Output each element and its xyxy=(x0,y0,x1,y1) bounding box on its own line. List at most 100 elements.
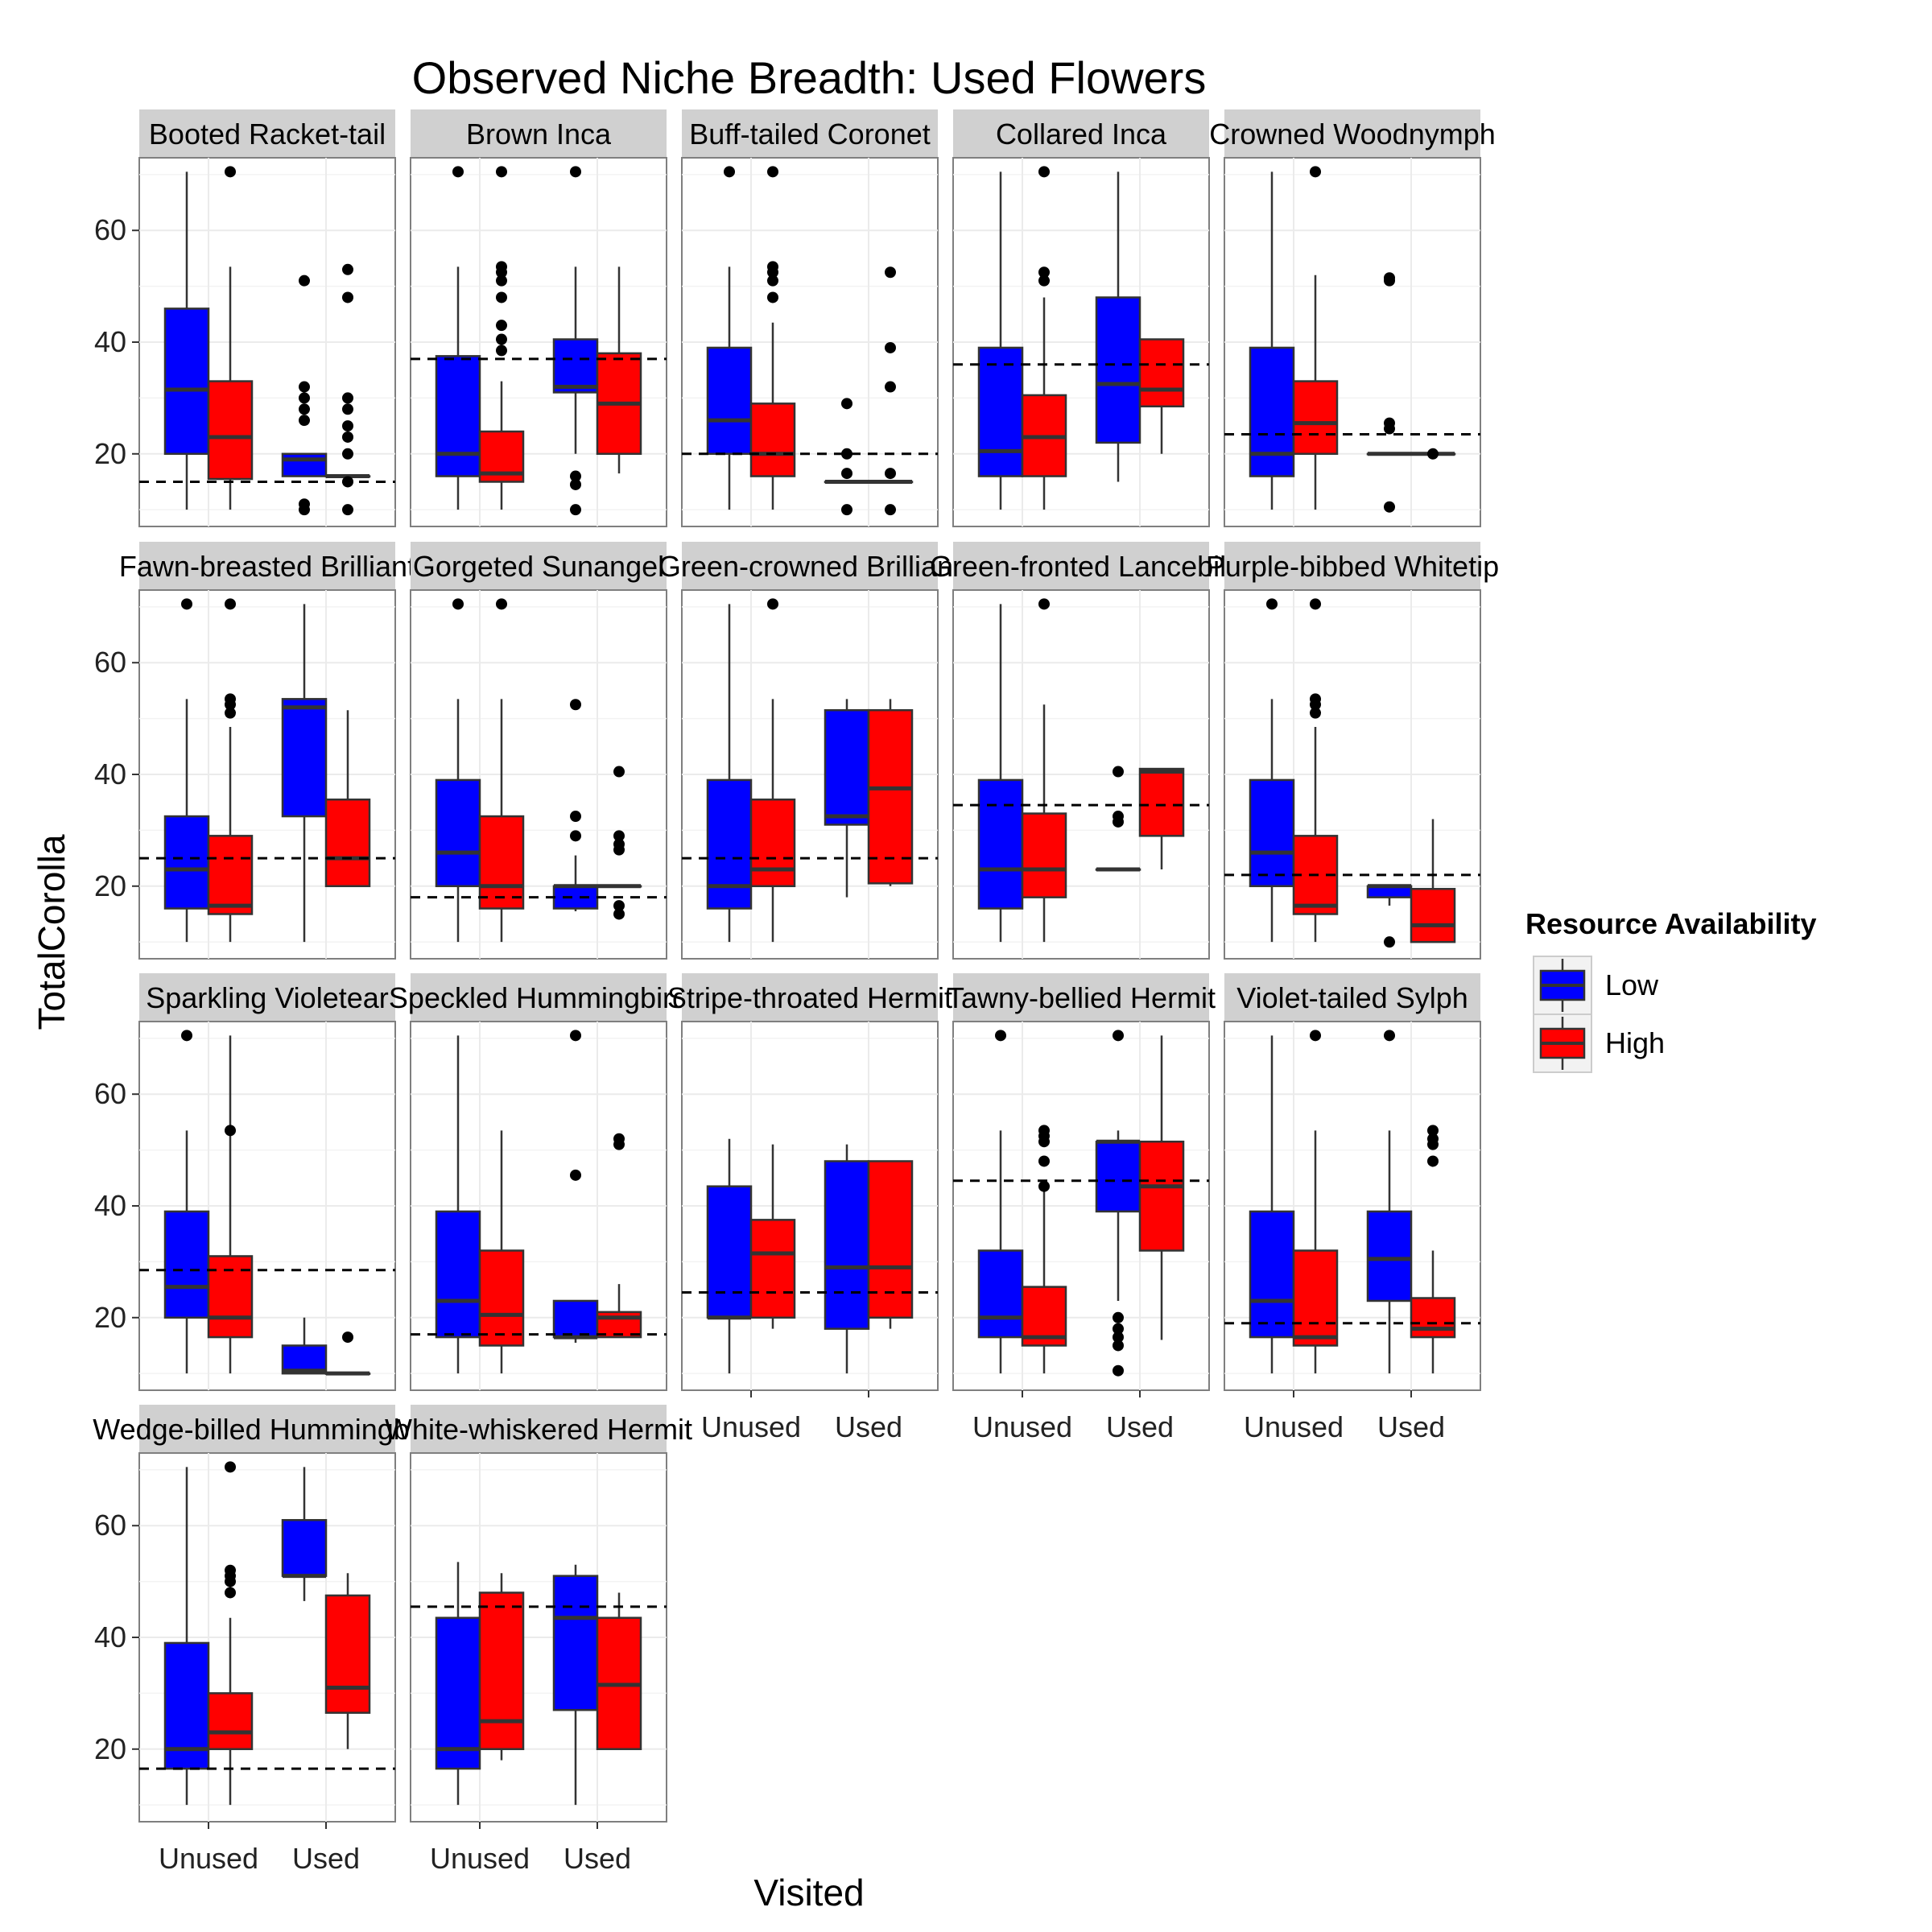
facet-panel: Brown Inca xyxy=(410,109,667,527)
boxplot-high-unused xyxy=(478,598,525,943)
outlier-point xyxy=(570,504,581,516)
outlier-point xyxy=(1384,275,1395,287)
strip-label: Crowned Woodnymph xyxy=(1209,118,1496,151)
box-iqr xyxy=(1292,1249,1339,1347)
boxplot-low-used xyxy=(552,1030,599,1344)
x-tick-label: Unused xyxy=(430,1842,530,1875)
boxplot-high-used xyxy=(1138,767,1185,869)
outlier-point xyxy=(1038,1155,1050,1167)
outlier-point xyxy=(724,166,735,178)
boxplot-low-unused xyxy=(163,1467,210,1806)
box-iqr xyxy=(1366,1210,1413,1302)
boxplot-high-unused xyxy=(478,1130,525,1374)
facet-panel: Green-crowned Brilliant xyxy=(658,542,961,960)
chart-title: Observed Niche Breadth: Used Flowers xyxy=(412,52,1207,103)
boxplot-low-used xyxy=(824,699,870,898)
box-iqr xyxy=(1292,380,1339,456)
boxplot-high-used xyxy=(324,1573,371,1749)
strip-background xyxy=(411,109,667,158)
outlier-point xyxy=(570,830,581,842)
outlier-point xyxy=(452,598,464,610)
outlier-point xyxy=(299,381,310,393)
box-iqr xyxy=(281,452,328,477)
strip-label: Gorgeted Sunangel xyxy=(413,550,664,583)
outlier-point xyxy=(342,291,353,303)
box-iqr xyxy=(207,1692,254,1751)
box-iqr xyxy=(1249,346,1295,477)
box-iqr xyxy=(867,708,914,885)
outlier-point xyxy=(1310,699,1321,711)
boxplot-low-used xyxy=(552,699,599,912)
box-iqr xyxy=(552,1575,599,1711)
outlier-point xyxy=(452,166,464,178)
boxplot-low-unused xyxy=(977,1030,1024,1374)
box-iqr xyxy=(207,1255,254,1339)
x-tick-label: Unused xyxy=(701,1410,801,1443)
facet-panel: Stripe-throated Hermit Unused Used xyxy=(667,973,952,1443)
box-iqr xyxy=(824,708,870,826)
outlier-point xyxy=(1113,1323,1124,1335)
boxplot-high-used xyxy=(1410,819,1456,943)
y-tick-label: 60 xyxy=(94,213,126,246)
y-tick-label: 40 xyxy=(94,325,126,358)
boxplot-high-unused xyxy=(1021,166,1067,510)
box-iqr xyxy=(1138,767,1185,837)
box-iqr xyxy=(281,1519,328,1577)
strip-background xyxy=(682,973,938,1022)
y-tick-label: 60 xyxy=(94,1509,126,1542)
outlier-point xyxy=(181,1030,192,1042)
outlier-point xyxy=(767,266,778,279)
strip-background xyxy=(682,109,938,158)
strip-background xyxy=(139,1405,395,1453)
boxplot-low-unused xyxy=(1249,171,1295,510)
legend-label: Low xyxy=(1605,968,1659,1001)
box-iqr xyxy=(163,308,210,456)
boxplot-low-used xyxy=(1366,1030,1413,1374)
legend-entries: Low High xyxy=(1533,956,1665,1073)
strip-background xyxy=(1224,109,1480,158)
outlier-point xyxy=(613,830,625,842)
facet-panel: Violet-tailed Sylph Unused Used xyxy=(1224,973,1481,1443)
outlier-point xyxy=(570,1030,581,1042)
legend: Resource Availability Low High xyxy=(1525,907,1816,1073)
facet-panel: Fawn-breasted Brilliant 20 40 60 xyxy=(94,542,415,960)
boxplot-high-used xyxy=(1410,1125,1456,1374)
outlier-point xyxy=(299,275,310,287)
strip-background xyxy=(953,973,1209,1022)
strip-label: Sparkling Violetear xyxy=(146,981,389,1014)
box-iqr xyxy=(552,885,599,910)
outlier-point xyxy=(299,415,310,427)
y-tick-label: 60 xyxy=(94,1077,126,1110)
box-iqr xyxy=(281,698,328,818)
box-iqr xyxy=(1138,1140,1185,1252)
boxplot-high-used xyxy=(596,266,642,474)
strip-background xyxy=(682,542,938,590)
outlier-point xyxy=(496,333,507,345)
strip-label: Purple-bibbed Whitetip xyxy=(1206,550,1499,583)
facet-panel: Wedge-billed Hummingbird 20 40 60 Unused Used xyxy=(93,1405,442,1875)
facet-panel: Gorgeted Sunangel xyxy=(410,542,667,960)
outlier-point xyxy=(342,1331,353,1344)
x-tick-label: Used xyxy=(1106,1410,1174,1443)
facet-panel: Collared Inca xyxy=(952,109,1210,527)
boxplot-low-unused xyxy=(435,166,481,510)
strip-label: Fawn-breasted Brilliant xyxy=(119,550,415,583)
outlier-point xyxy=(841,448,852,460)
boxplot-high-unused xyxy=(478,1573,525,1761)
boxplot-high-used xyxy=(596,1592,642,1751)
outlier-point xyxy=(570,470,581,482)
boxplot-high-unused xyxy=(207,166,254,510)
y-tick-label: 20 xyxy=(94,1732,126,1765)
boxplot-high-unused xyxy=(1021,1125,1067,1374)
boxplot-high-used xyxy=(867,266,914,516)
outlier-point xyxy=(767,166,778,178)
box-iqr xyxy=(1410,888,1456,943)
box-iqr xyxy=(207,380,254,481)
outlier-point xyxy=(496,275,507,287)
boxplot-low-used xyxy=(281,1317,328,1375)
boxplot-low-unused xyxy=(435,1562,481,1806)
boxplot-low-unused xyxy=(163,171,210,510)
box-iqr xyxy=(706,346,753,456)
strip-label: Wedge-billed Hummingbird xyxy=(93,1413,442,1446)
outlier-point xyxy=(342,392,353,404)
